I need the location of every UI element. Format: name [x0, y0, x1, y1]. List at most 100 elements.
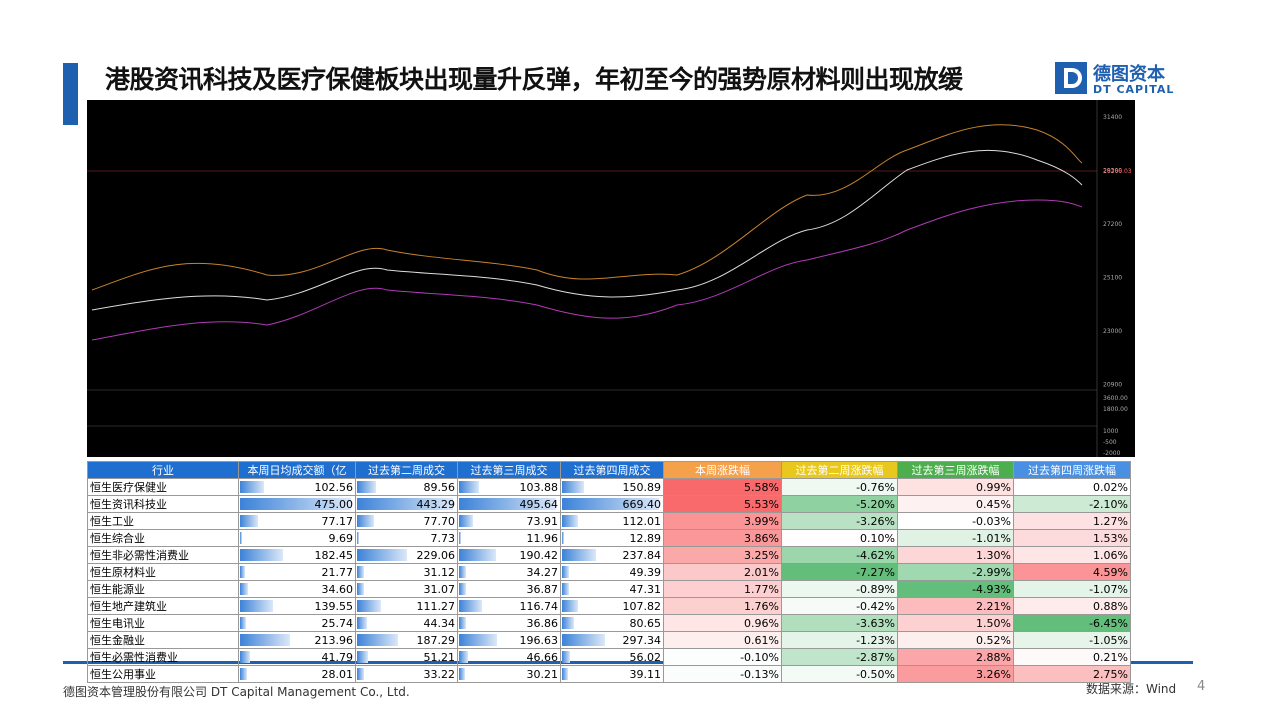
sector-cell: 恒生综合业: [87, 529, 239, 547]
value-cell: 103.88: [457, 478, 561, 496]
cell-text: -3.26%: [856, 514, 895, 528]
value-cell: 0.99%: [897, 478, 1014, 496]
value-cell: 1.50%: [897, 614, 1014, 632]
chart-bg: [87, 100, 1135, 457]
data-bar: [459, 515, 474, 527]
data-bar: [459, 668, 465, 680]
value-cell: 44.34: [355, 614, 458, 632]
cell-text: -2.99%: [972, 565, 1011, 579]
value-cell: -0.10%: [663, 648, 782, 666]
sector-cell: 恒生原材料业: [87, 563, 239, 581]
value-cell: -2.87%: [781, 648, 898, 666]
cell-text: -6.45%: [1089, 616, 1128, 630]
cell-text: 41.79: [321, 650, 354, 664]
cell-text: 9.69: [328, 531, 354, 545]
price-tick-label: 29300: [1103, 168, 1122, 175]
data-bar: [357, 515, 374, 527]
value-cell: 5.58%: [663, 478, 782, 496]
value-cell: 2.88%: [897, 648, 1014, 666]
column-header[interactable]: 过去第二周成交: [355, 461, 458, 479]
column-header[interactable]: 行业: [87, 461, 239, 479]
column-header[interactable]: 过去第三周涨跌幅: [897, 461, 1014, 479]
cell-text: 0.45%: [976, 497, 1011, 511]
cell-text: 34.60: [321, 582, 354, 596]
data-bar: [357, 634, 398, 646]
data-bar: [357, 583, 364, 595]
value-cell: -6.45%: [1013, 614, 1131, 632]
value-cell: 0.21%: [1013, 648, 1131, 666]
data-bar: [357, 600, 382, 612]
sector-table: 行业 本周日均成交额（亿 过去第二周成交 过去第三周成交 过去第四周成交 本周涨跌幅 过去第…: [87, 461, 1131, 683]
cell-text: 25.74: [321, 616, 354, 630]
data-bar: [357, 668, 365, 680]
cell-text: -0.10%: [740, 650, 779, 664]
value-cell: -0.03%: [897, 512, 1014, 530]
cell-text: 77.70: [423, 514, 456, 528]
value-cell: 1.30%: [897, 546, 1014, 564]
value-cell: 3.25%: [663, 546, 782, 564]
cell-text: 0.10%: [860, 531, 895, 545]
data-bar: [562, 617, 574, 629]
cell-text: 182.45: [314, 548, 354, 562]
cell-text: 1.30%: [976, 548, 1011, 562]
cell-text: 49.39: [629, 565, 662, 579]
value-cell: 2.21%: [897, 597, 1014, 615]
cell-text: 2.01%: [744, 565, 779, 579]
value-cell: 0.10%: [781, 529, 898, 547]
column-header[interactable]: 过去第四周成交: [560, 461, 664, 479]
data-bar: [240, 481, 264, 493]
value-cell: 443.29: [355, 495, 458, 513]
value-cell: -7.27%: [781, 563, 898, 581]
cell-text: -0.89%: [856, 582, 895, 596]
value-cell: -3.63%: [781, 614, 898, 632]
cell-text: 187.29: [416, 633, 456, 647]
value-cell: 1.27%: [1013, 512, 1131, 530]
cell-text: 5.58%: [744, 480, 779, 494]
value-cell: 77.17: [238, 512, 356, 530]
data-bar: [562, 566, 570, 578]
cell-text: 73.91: [526, 514, 559, 528]
column-header[interactable]: 过去第四周涨跌幅: [1013, 461, 1131, 479]
value-cell: 31.07: [355, 580, 458, 598]
cell-text: 恒生能源业: [90, 583, 145, 596]
data-bar: [562, 481, 584, 493]
value-cell: 3.86%: [663, 529, 782, 547]
value-cell: 2.75%: [1013, 665, 1131, 683]
cell-text: 111.27: [416, 599, 456, 613]
data-bar: [562, 668, 568, 680]
value-cell: 34.27: [457, 563, 561, 581]
logo-en: DT CAPITAL: [1093, 83, 1175, 96]
macd-tick-label: 1000: [1103, 428, 1118, 435]
value-cell: 30.21: [457, 665, 561, 683]
value-cell: 196.63: [457, 631, 561, 649]
value-cell: 182.45: [238, 546, 356, 564]
value-cell: 297.34: [560, 631, 664, 649]
price-tick-label: 23000: [1103, 328, 1122, 335]
cell-text: -4.62%: [856, 548, 895, 562]
value-cell: 31.12: [355, 563, 458, 581]
data-bar: [240, 668, 247, 680]
cell-text: 103.88: [519, 480, 559, 494]
column-header[interactable]: 本周涨跌幅: [663, 461, 782, 479]
price-tick-label: 20900: [1103, 382, 1122, 389]
value-cell: 1.53%: [1013, 529, 1131, 547]
value-cell: -3.26%: [781, 512, 898, 530]
cell-text: -2.10%: [1089, 497, 1128, 511]
cell-text: 34.27: [526, 565, 559, 579]
value-cell: 77.70: [355, 512, 458, 530]
data-bar: [459, 600, 482, 612]
data-bar: [459, 566, 466, 578]
data-bar: [562, 549, 597, 561]
value-cell: 111.27: [355, 597, 458, 615]
value-cell: 0.61%: [663, 631, 782, 649]
value-cell: 80.65: [560, 614, 664, 632]
cell-text: 12.89: [629, 531, 662, 545]
cell-text: 112.01: [622, 514, 662, 528]
column-header[interactable]: 本周日均成交额（亿: [238, 461, 356, 479]
value-cell: 3.99%: [663, 512, 782, 530]
sector-cell: 恒生能源业: [87, 580, 239, 598]
cell-text: 46.66: [526, 650, 559, 664]
sector-cell: 恒生资讯科技业: [87, 495, 239, 513]
column-header[interactable]: 过去第二周涨跌幅: [781, 461, 898, 479]
column-header[interactable]: 过去第三周成交: [457, 461, 561, 479]
